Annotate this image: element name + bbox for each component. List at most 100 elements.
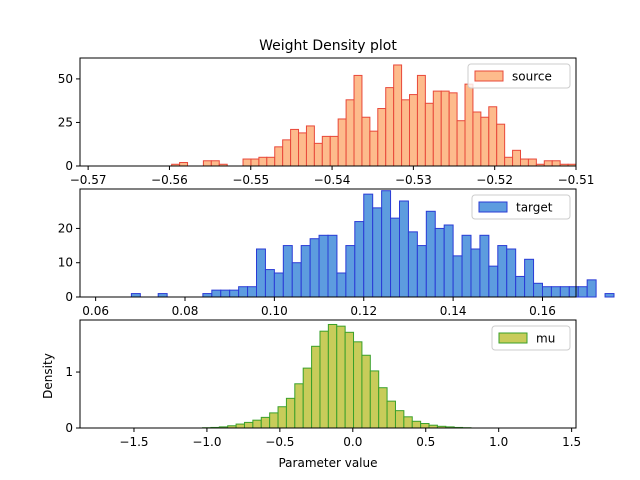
source-bar: [432, 90, 442, 167]
target-y-tick-label: 10: [58, 256, 73, 270]
mu-bar: [386, 400, 396, 429]
mu-x-ticks: −1.5 −1.0 −0.5 0.0 0.5 1.0 1.5: [119, 428, 581, 449]
source-bar: [496, 123, 506, 167]
target-bar: [390, 217, 400, 298]
source-bar: [305, 125, 315, 167]
target-bar: [211, 289, 222, 298]
mu-bar: [336, 325, 346, 429]
source-x-tick-label: −0.57: [70, 173, 107, 187]
target-bar: [157, 293, 168, 298]
source-bar: [353, 74, 363, 167]
mu-bar: [394, 410, 405, 429]
source-bar: [527, 158, 537, 167]
source-bar: [250, 158, 260, 167]
target-bar: [425, 210, 436, 298]
target-bar: [559, 286, 570, 298]
target-bar: [479, 234, 490, 298]
target-bar: [354, 221, 365, 298]
source-bar: [456, 120, 466, 167]
target-bar: [488, 265, 499, 298]
target-bar: [372, 207, 383, 298]
subplot-target: 0 10 20 0.06 0.08 0.10 0.12 0.14 0.16 target: [58, 188, 615, 318]
source-legend-label: source: [512, 70, 552, 84]
target-bar: [452, 255, 463, 298]
source-legend: source: [467, 63, 571, 89]
source-y-ticks: 0 25 50: [58, 72, 80, 173]
mu-axes-frame: [79, 319, 577, 429]
source-bar: [488, 106, 498, 167]
source-bar: [480, 116, 490, 167]
target-bar: [461, 234, 472, 298]
source-y-tick-label: 25: [58, 115, 73, 129]
target-bar: [273, 272, 284, 298]
target-bar: [434, 227, 445, 298]
target-legend: target: [471, 194, 571, 220]
source-bar: [202, 160, 212, 167]
target-legend-swatch: [478, 201, 508, 213]
source-bar: [179, 162, 189, 167]
mu-bar: [269, 412, 279, 429]
source-bar: [329, 135, 339, 167]
source-bar: [393, 64, 403, 167]
target-bars: [130, 190, 615, 298]
target-bar: [318, 234, 329, 298]
source-legend-swatch: [474, 70, 504, 82]
source-bar: [424, 102, 434, 167]
mu-x-tick-label: 1.5: [562, 435, 581, 449]
target-legend-label: target: [516, 201, 553, 215]
source-bar: [440, 90, 450, 167]
source-bar: [258, 156, 268, 167]
mu-legend-label: mu: [536, 332, 555, 346]
source-y-tick-label: 0: [65, 159, 73, 173]
target-y-tick-label: 0: [65, 290, 73, 304]
mu-bar: [378, 387, 388, 429]
target-bar: [550, 286, 561, 298]
target-bar: [264, 269, 275, 298]
source-x-tick-label: −0.52: [476, 173, 513, 187]
source-bar: [543, 160, 553, 167]
target-x-tick-label: 0.08: [172, 304, 199, 318]
mu-x-tick-label: −1.5: [119, 435, 148, 449]
target-bar: [533, 282, 543, 298]
source-bar: [298, 132, 307, 167]
target-bar: [515, 275, 526, 298]
source-bar: [416, 74, 426, 167]
target-bar: [497, 245, 508, 298]
source-bar: [401, 99, 411, 167]
source-legend-box: [467, 63, 571, 89]
target-bar: [282, 245, 293, 298]
mu-legend: mu: [491, 325, 571, 351]
target-bar: [309, 238, 320, 298]
source-x-tick-label: −0.54: [314, 173, 351, 187]
source-bar: [464, 83, 474, 167]
y-axis-label: Density: [41, 353, 55, 399]
mu-y-ticks: 01: [65, 365, 80, 435]
mu-bar: [302, 367, 313, 429]
mu-bar: [353, 341, 363, 429]
mu-bar: [311, 345, 321, 429]
source-bar: [385, 87, 395, 167]
mu-bar: [361, 354, 371, 429]
target-bar: [399, 200, 409, 298]
mu-bar: [252, 419, 262, 429]
target-x-tick-label: 0.10: [261, 304, 288, 318]
target-bar: [247, 286, 258, 298]
source-bar: [472, 111, 482, 167]
target-bar: [506, 248, 517, 298]
source-bar: [345, 99, 355, 167]
source-bar: [282, 139, 292, 167]
target-bar: [407, 231, 418, 298]
mu-bar: [403, 416, 413, 429]
target-bar: [327, 234, 338, 298]
mu-bar: [260, 416, 271, 429]
mu-bar: [294, 383, 304, 429]
chart-title: Weight Density plot: [259, 38, 397, 54]
source-x-tick-label: −0.56: [151, 173, 188, 187]
target-bar: [202, 293, 213, 298]
target-bar: [524, 258, 535, 298]
mu-bar: [243, 421, 254, 429]
source-bar: [448, 92, 458, 167]
source-bar: [337, 118, 347, 167]
mu-bar: [277, 406, 287, 429]
subplot-mu: 01 −1.5 −1.0 −0.5 0.0 0.5 1.0 1.5 mu Parameter…: [41, 319, 581, 470]
